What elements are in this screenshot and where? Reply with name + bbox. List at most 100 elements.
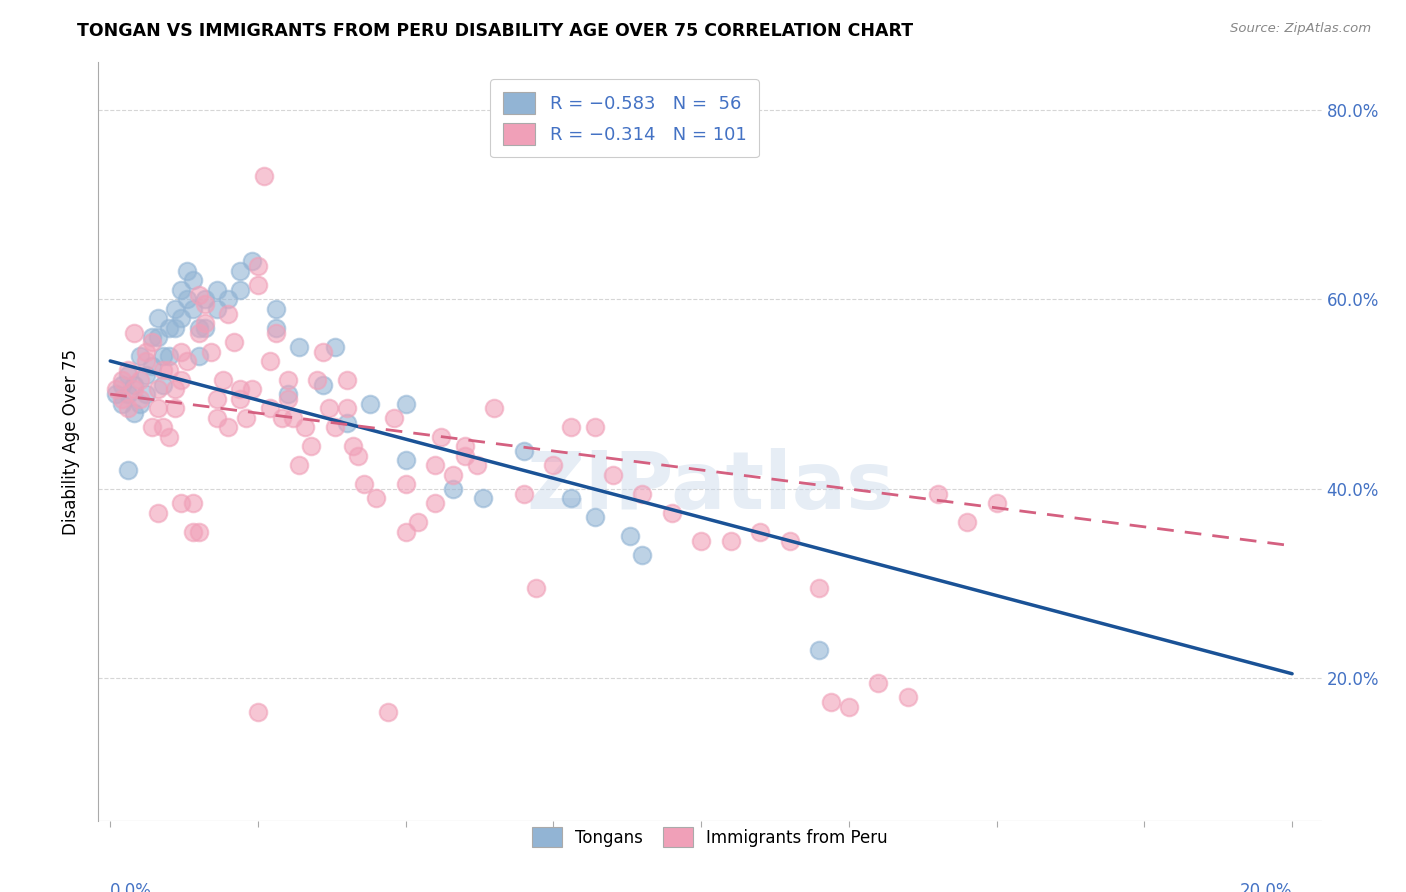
Point [288, 340, 311, 354]
Point [820, 695, 842, 709]
Point [264, 301, 287, 316]
Point [299, 439, 322, 453]
Point [336, 373, 359, 387]
Point [868, 676, 890, 690]
Point [181, 273, 204, 287]
Point [170, 311, 193, 326]
Point [217, 293, 239, 307]
Point [181, 524, 204, 539]
Point [111, 377, 134, 392]
Point [425, 458, 447, 473]
Point [690, 534, 713, 549]
Point [128, 392, 150, 406]
Point [270, 410, 292, 425]
Point [246, 278, 269, 293]
Point [157, 430, 180, 444]
Point [661, 506, 683, 520]
Point [176, 354, 198, 368]
Point [454, 449, 477, 463]
Point [194, 293, 217, 307]
Point [135, 354, 157, 368]
Point [146, 330, 169, 344]
Point [117, 368, 139, 383]
Point [194, 321, 217, 335]
Point [395, 396, 418, 410]
Point [395, 453, 418, 467]
Point [560, 420, 582, 434]
Point [838, 699, 860, 714]
Text: 20.0%: 20.0% [1240, 882, 1292, 892]
Point [259, 401, 281, 416]
Point [165, 301, 187, 316]
Point [200, 344, 222, 359]
Point [377, 705, 399, 719]
Point [294, 420, 316, 434]
Point [465, 458, 488, 473]
Point [513, 486, 536, 500]
Point [808, 643, 831, 657]
Point [157, 363, 180, 377]
Point [105, 383, 128, 397]
Point [235, 410, 257, 425]
Point [927, 486, 949, 500]
Point [111, 373, 134, 387]
Point [176, 293, 198, 307]
Point [441, 467, 464, 482]
Point [205, 283, 228, 297]
Point [956, 515, 979, 529]
Point [406, 515, 429, 529]
Point [128, 373, 150, 387]
Point [524, 582, 547, 596]
Point [264, 326, 287, 340]
Point [619, 529, 641, 543]
Point [336, 416, 359, 430]
Point [342, 439, 364, 453]
Point [276, 373, 298, 387]
Point [382, 410, 405, 425]
Point [170, 283, 193, 297]
Point [141, 334, 163, 349]
Point [128, 349, 150, 363]
Point [259, 354, 281, 368]
Point [157, 349, 180, 363]
Point [205, 301, 228, 316]
Point [187, 287, 209, 301]
Point [276, 392, 298, 406]
Point [111, 396, 134, 410]
Legend: Tongans, Immigrants from Peru: Tongans, Immigrants from Peru [526, 821, 894, 854]
Point [543, 458, 565, 473]
Point [276, 387, 298, 401]
Point [513, 444, 536, 458]
Point [141, 330, 163, 344]
Point [146, 311, 169, 326]
Point [240, 254, 263, 268]
Point [229, 383, 252, 397]
Point [484, 401, 506, 416]
Point [141, 420, 163, 434]
Point [152, 377, 174, 392]
Point [205, 410, 228, 425]
Point [454, 439, 477, 453]
Point [135, 387, 157, 401]
Point [122, 326, 145, 340]
Point [560, 491, 582, 506]
Point [307, 373, 329, 387]
Point [170, 373, 193, 387]
Point [152, 363, 174, 377]
Point [181, 496, 204, 510]
Point [117, 463, 139, 477]
Point [152, 420, 174, 434]
Point [111, 392, 134, 406]
Point [583, 420, 606, 434]
Text: TONGAN VS IMMIGRANTS FROM PERU DISABILITY AGE OVER 75 CORRELATION CHART: TONGAN VS IMMIGRANTS FROM PERU DISABILIT… [77, 22, 914, 40]
Text: 0.0%: 0.0% [110, 882, 152, 892]
Point [359, 396, 381, 410]
Point [176, 264, 198, 278]
Point [194, 316, 217, 330]
Point [312, 377, 335, 392]
Point [395, 477, 418, 491]
Point [135, 368, 157, 383]
Point [122, 383, 145, 397]
Point [323, 420, 346, 434]
Point [283, 410, 305, 425]
